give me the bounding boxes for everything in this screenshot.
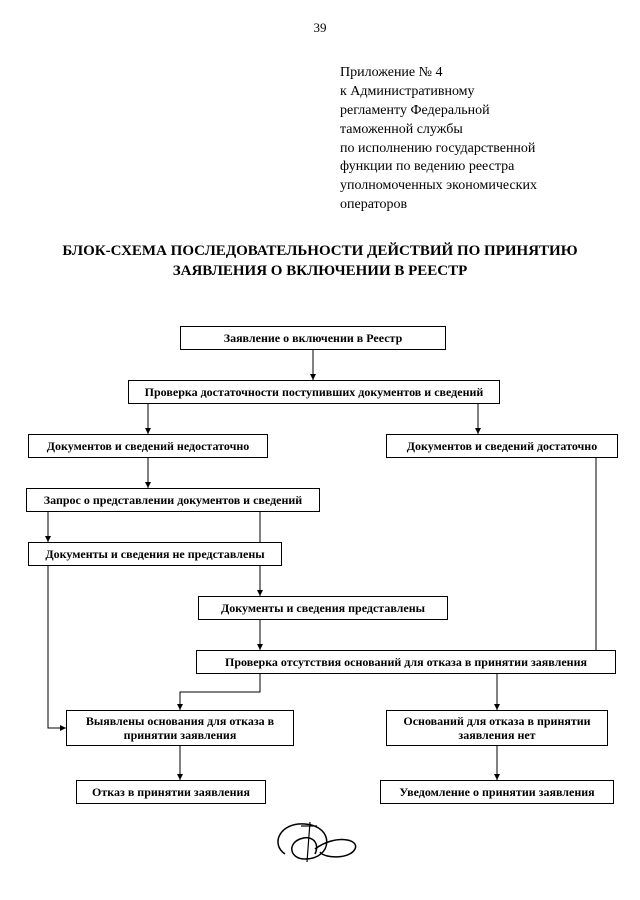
flowchart-node: Оснований для отказа в принятии заявлени… [386, 710, 608, 746]
annex-line: к Административному [340, 83, 610, 102]
flowchart-node: Документы и сведения не представлены [28, 542, 282, 566]
annex-line: по исполнению государственной [340, 140, 610, 159]
flowchart-node: Уведомление о принятии заявления [380, 780, 614, 804]
annex-line: регламенту Федеральной [340, 102, 610, 121]
annex-block: Приложение № 4 к Административному регла… [340, 64, 610, 215]
signature-icon [265, 814, 375, 874]
annex-line: таможенной службы [340, 121, 610, 140]
flowchart-node: Выявлены основания для отказа в принятии… [66, 710, 294, 746]
annex-line: уполномоченных экономических [340, 177, 610, 196]
flowchart-node: Проверка достаточности поступивших докум… [128, 380, 500, 404]
flowchart-container: Заявление о включении в Реестр Проверка д… [0, 320, 640, 860]
flowchart-node: Документов и сведений недостаточно [28, 434, 268, 458]
annex-line: операторов [340, 196, 610, 215]
page-number: 39 [314, 20, 327, 36]
flowchart-node: Документы и сведения представлены [198, 596, 448, 620]
flowchart-node: Документов и сведений достаточно [386, 434, 618, 458]
flowchart-node: Запрос о представлении документов и свед… [26, 488, 320, 512]
main-title: БЛОК-СХЕМА ПОСЛЕДОВАТЕЛЬНОСТИ ДЕЙСТВИЙ П… [40, 242, 600, 281]
flowchart-node: Проверка отсутствия оснований для отказа… [196, 650, 616, 674]
annex-line: функции по ведению реестра [340, 158, 610, 177]
flowchart-node: Отказ в принятии заявления [76, 780, 266, 804]
flowchart-node: Заявление о включении в Реестр [180, 326, 446, 350]
annex-line: Приложение № 4 [340, 64, 610, 83]
